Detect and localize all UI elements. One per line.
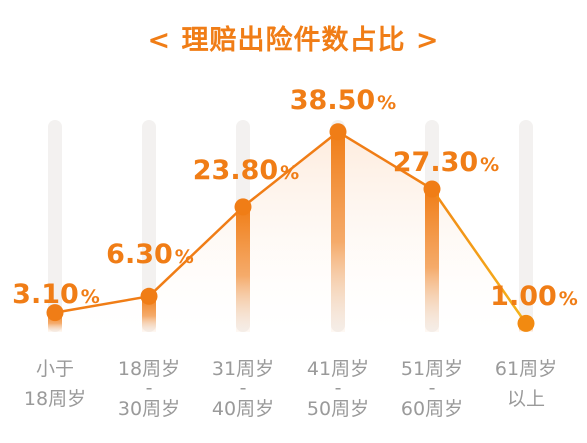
value-bar-2 xyxy=(142,296,156,332)
value-bar-5 xyxy=(425,188,439,332)
data-point-3 xyxy=(234,198,252,216)
category-label-5: 51周岁-60周岁 xyxy=(401,358,463,420)
svg-text:51周岁: 51周岁 xyxy=(401,358,463,380)
track-bar-6 xyxy=(519,120,533,332)
chart-title: < 理赔出险件数占比 > xyxy=(147,25,440,56)
svg-text:小于: 小于 xyxy=(36,358,74,380)
track-bar-2 xyxy=(142,120,156,332)
data-point-1 xyxy=(46,304,64,322)
svg-text:50周岁: 50周岁 xyxy=(307,398,369,420)
value-label-1: 3.10% xyxy=(12,279,100,310)
svg-text:30周岁: 30周岁 xyxy=(118,398,180,420)
category-label-3: 31周岁-40周岁 xyxy=(212,358,274,420)
svg-text:-: - xyxy=(240,377,247,399)
svg-text:31周岁: 31周岁 xyxy=(212,358,274,380)
value-label-3: 23.80% xyxy=(193,155,299,186)
svg-text:18周岁: 18周岁 xyxy=(24,388,86,410)
svg-text:-: - xyxy=(429,377,436,399)
svg-text:61周岁: 61周岁 xyxy=(495,358,557,380)
value-label-2: 6.30% xyxy=(106,239,194,270)
svg-text:-: - xyxy=(335,377,342,399)
value-label-5: 27.30% xyxy=(393,147,499,178)
data-point-2 xyxy=(140,287,158,305)
svg-text:18周岁: 18周岁 xyxy=(118,358,180,380)
series-line xyxy=(54,130,528,325)
value-bar-3 xyxy=(236,206,250,332)
svg-text:41周岁: 41周岁 xyxy=(307,358,369,380)
area-fill xyxy=(55,131,526,332)
category-label-4: 41周岁-50周岁 xyxy=(307,358,369,420)
value-label-6: 1.00% xyxy=(490,281,578,312)
value-label-4: 38.50% xyxy=(290,85,396,116)
svg-text:60周岁: 60周岁 xyxy=(401,398,463,420)
category-label-2: 18周岁-30周岁 xyxy=(118,358,180,420)
category-label-1: 小于 18周岁 xyxy=(24,358,86,410)
svg-text:以上: 以上 xyxy=(507,388,545,410)
track-bar-1 xyxy=(48,120,62,332)
data-point-4 xyxy=(329,123,347,141)
svg-text:-: - xyxy=(146,377,153,399)
value-bar-4 xyxy=(331,131,345,332)
svg-text:40周岁: 40周岁 xyxy=(212,398,274,420)
data-point-6 xyxy=(517,314,535,332)
data-point-5 xyxy=(423,180,441,198)
